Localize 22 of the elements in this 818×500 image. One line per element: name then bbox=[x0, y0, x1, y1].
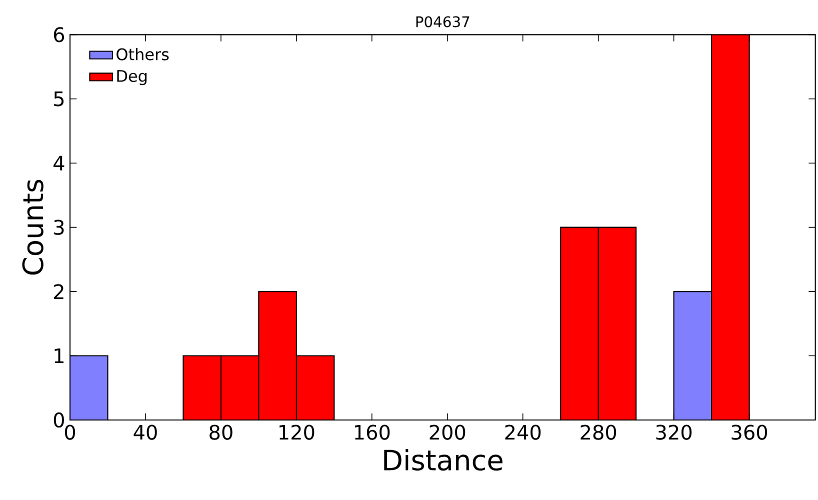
x-tick-label: 0 bbox=[64, 424, 76, 440]
y-axis-title: Counts bbox=[22, 180, 44, 275]
x-tick-label: 160 bbox=[355, 424, 390, 440]
x-tick-label: 200 bbox=[430, 424, 466, 440]
x-axis-title: Distance bbox=[384, 448, 502, 471]
x-tick-label: 360 bbox=[732, 424, 768, 440]
x-tick-label: 40 bbox=[134, 424, 157, 440]
x-tick-label: 320 bbox=[656, 424, 692, 440]
x-tick-label: 280 bbox=[580, 424, 616, 440]
legend-label: Deg bbox=[117, 70, 147, 86]
y-tick-label: 4 bbox=[54, 156, 64, 170]
y-tick-label: 0 bbox=[54, 412, 64, 428]
y-tick-label: 6 bbox=[54, 27, 64, 42]
y-tick-label: 3 bbox=[54, 220, 64, 235]
x-tick-label: 80 bbox=[210, 424, 232, 440]
chart-title: P04637 bbox=[416, 16, 470, 28]
y-tick-label: 1 bbox=[54, 348, 64, 364]
legend-label: Others bbox=[116, 48, 169, 60]
y-tick-label: 5 bbox=[54, 91, 64, 106]
x-tick-label: 240 bbox=[505, 424, 541, 440]
x-tick-label: 120 bbox=[280, 424, 314, 440]
y-tick-label: 2 bbox=[54, 284, 64, 299]
